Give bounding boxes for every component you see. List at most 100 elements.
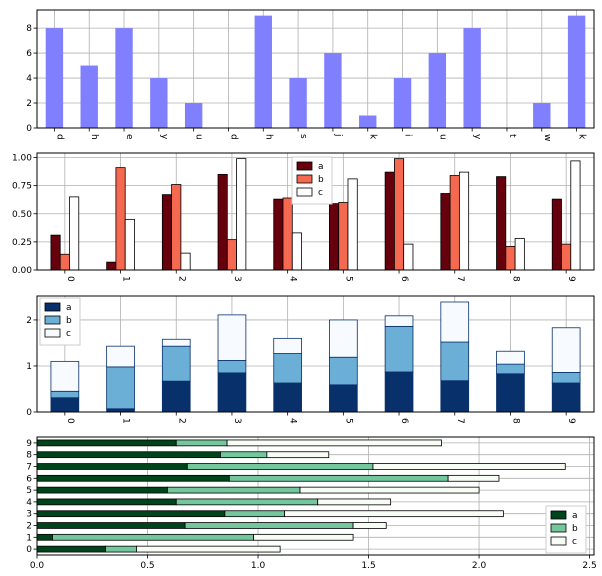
bar bbox=[428, 53, 447, 129]
bar-a bbox=[551, 198, 562, 271]
x-tick-label: 5 bbox=[343, 418, 353, 424]
bar-b bbox=[52, 533, 255, 541]
x-tick-label: y bbox=[159, 134, 169, 140]
x-tick-label: 8 bbox=[510, 276, 520, 282]
legend-swatch bbox=[296, 187, 313, 197]
y-tick-label: 1 bbox=[26, 362, 32, 372]
y-tick-label: 0.25 bbox=[12, 238, 32, 248]
bar-c bbox=[440, 301, 470, 343]
y-tick-label: 0.75 bbox=[12, 182, 32, 192]
x-tick-label: h bbox=[263, 134, 273, 140]
y-tick-label: 0.50 bbox=[12, 210, 32, 220]
bar-a bbox=[273, 382, 302, 413]
bar-a bbox=[329, 203, 340, 271]
bar-b bbox=[115, 167, 126, 271]
bar-c bbox=[299, 486, 480, 494]
axes-frame bbox=[36, 9, 595, 129]
legend-label: b bbox=[318, 175, 324, 185]
bar-a bbox=[36, 510, 226, 518]
x-tick-label: u bbox=[194, 134, 204, 140]
legend-label: a bbox=[318, 162, 324, 172]
bar bbox=[150, 78, 168, 128]
x-ticks: 0.0 0.5 1.0 1.5 2.0 2.5 bbox=[30, 555, 597, 571]
y-tick-label: 4 bbox=[26, 74, 32, 84]
legend-swatch bbox=[296, 174, 313, 184]
axes-frame bbox=[36, 295, 595, 413]
bar bbox=[45, 28, 64, 128]
bar-c bbox=[106, 345, 135, 368]
bar-b bbox=[226, 239, 237, 271]
x-tick-label: d bbox=[54, 134, 64, 140]
bar-c bbox=[403, 243, 414, 271]
legend-label: a bbox=[66, 303, 72, 313]
bar bbox=[254, 15, 272, 128]
x-tick-label: 0 bbox=[65, 418, 75, 424]
legend-swatch bbox=[550, 536, 567, 546]
x-tick-label: w bbox=[542, 134, 552, 141]
bar bbox=[463, 28, 481, 128]
bar-c bbox=[352, 522, 387, 529]
bar-b bbox=[496, 363, 525, 375]
bar bbox=[567, 15, 586, 128]
y-tick-label: 9 bbox=[26, 439, 32, 449]
x-tick-label: 7 bbox=[455, 276, 465, 282]
bar-c bbox=[551, 327, 581, 373]
y-ticks: 0 2 4 6 8 bbox=[26, 24, 37, 134]
bar-c bbox=[372, 463, 566, 470]
bar-b bbox=[440, 341, 470, 382]
bar-a bbox=[36, 533, 53, 541]
legend-swatch bbox=[44, 315, 61, 325]
bar-b bbox=[175, 498, 319, 506]
y-tick-label: 6 bbox=[26, 474, 32, 484]
legend: abc bbox=[291, 156, 333, 205]
y-tick-label: 8 bbox=[26, 451, 32, 461]
y-tick-label: 5 bbox=[26, 486, 32, 496]
bar-a bbox=[36, 498, 177, 506]
bar-b bbox=[224, 510, 285, 518]
y-ticks: 0 12 3 4 5 67 8 9 bbox=[26, 439, 37, 555]
x-tick-label: 1 bbox=[121, 418, 131, 424]
legend-swatch bbox=[550, 523, 567, 533]
x-tick-label: 6 bbox=[399, 276, 409, 282]
bar-a bbox=[36, 474, 230, 482]
bar-c bbox=[69, 196, 80, 271]
bar-a bbox=[106, 261, 117, 271]
bar-c bbox=[317, 498, 392, 506]
y-tick-label: 2 bbox=[26, 316, 32, 326]
bar-b bbox=[106, 366, 135, 410]
x-tick-label: k bbox=[368, 134, 378, 140]
legend-label: b bbox=[66, 316, 72, 326]
bar-a bbox=[440, 380, 470, 413]
legend-label: c bbox=[318, 188, 323, 198]
y-ticks: 0 1 2 bbox=[26, 316, 37, 418]
bar-a bbox=[273, 198, 284, 271]
bar bbox=[393, 78, 412, 128]
bar-a bbox=[36, 463, 188, 470]
x-tick-label: 0.5 bbox=[140, 561, 154, 571]
x-tick-label: 2 bbox=[176, 276, 186, 282]
bars bbox=[50, 158, 581, 271]
x-tick-label: d bbox=[228, 134, 238, 140]
x-ticks: 0 1 2 3 4 5 6 7 8 9 bbox=[64, 412, 576, 424]
chart-panel-horizontal-stacked-bars: 0 12 3 4 5 67 8 9 0.0 0.5 1.0 1.5 2.0 2.5 abc bbox=[26, 436, 597, 571]
legend: abc bbox=[39, 297, 81, 346]
bar-c bbox=[124, 218, 135, 271]
bar-c bbox=[266, 451, 330, 459]
legend-swatch bbox=[296, 161, 313, 171]
bar-b bbox=[161, 345, 191, 382]
bar-c bbox=[291, 232, 302, 271]
y-tick-label: 0 bbox=[26, 124, 32, 134]
bar-b bbox=[561, 243, 572, 271]
x-ticks: 0 1 2 3 4 5 6 7 8 9 bbox=[64, 270, 576, 282]
bar-c bbox=[496, 350, 525, 365]
x-tick-label: 9 bbox=[566, 276, 576, 282]
x-tick-label: 8 bbox=[510, 418, 520, 424]
x-tick-label: e bbox=[124, 134, 134, 140]
x-tick-label: 9 bbox=[566, 418, 576, 424]
legend-label: b bbox=[572, 524, 578, 534]
bar-a bbox=[217, 372, 247, 413]
bar-b bbox=[105, 545, 137, 553]
x-tick-label: 1 bbox=[121, 276, 131, 282]
bar-c bbox=[447, 474, 500, 482]
bar-b bbox=[394, 158, 405, 271]
